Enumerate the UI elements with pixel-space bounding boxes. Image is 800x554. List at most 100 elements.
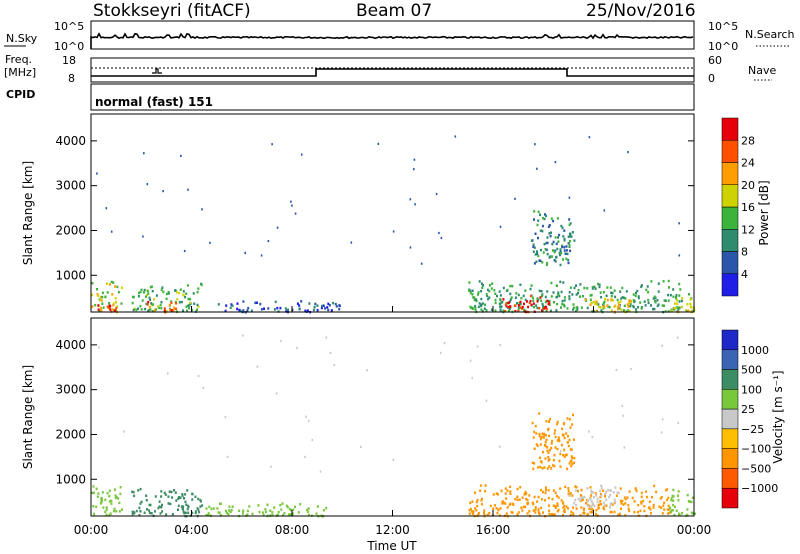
power-cell	[197, 287, 200, 290]
power-cell	[556, 302, 559, 306]
velocity-cell	[666, 498, 669, 502]
power-cell	[548, 299, 551, 303]
power-region	[502, 294, 551, 314]
velocity-cell	[131, 490, 134, 494]
velocity-cell	[652, 506, 655, 509]
velocity-cell	[605, 490, 608, 493]
power-sparse-cell	[260, 254, 263, 257]
velocity-cell	[500, 489, 503, 493]
power-cell	[175, 307, 177, 311]
velocity-cell	[568, 462, 571, 465]
velocity-cell	[567, 444, 570, 448]
velocity-cell	[599, 500, 602, 503]
power-colorbar-swatch	[721, 273, 739, 297]
power-cell	[561, 245, 564, 249]
velocity-cell	[133, 511, 136, 514]
velocity-cell	[307, 510, 310, 513]
velocity-cell	[266, 503, 269, 507]
velocity-cell	[550, 446, 553, 450]
velocity-cell	[668, 511, 671, 514]
velocity-cell	[291, 512, 294, 515]
velocity-cell	[609, 493, 612, 497]
velocity-cell	[645, 495, 648, 499]
velocity-cell	[570, 448, 573, 451]
power-cell	[178, 291, 181, 295]
power-cell	[644, 304, 647, 307]
power-cell	[545, 307, 548, 311]
velocity-sparse-cell	[676, 336, 679, 339]
power-sparse-cell	[678, 254, 681, 257]
velocity-cell	[538, 412, 541, 415]
velocity-cell	[178, 496, 180, 499]
power-cell	[545, 305, 547, 309]
power-cell	[477, 305, 480, 309]
power-cell	[541, 229, 544, 233]
velocity-cell	[191, 498, 194, 501]
power-cell	[566, 307, 569, 310]
velocity-cell	[143, 511, 146, 514]
velocity-sparse-cell	[660, 431, 663, 434]
velocity-cell	[566, 441, 569, 444]
velocity-cell	[543, 432, 546, 436]
velocity-cell	[509, 485, 512, 488]
velocity-cell	[531, 421, 534, 425]
velocity-cell	[561, 433, 564, 436]
power-cell	[541, 294, 544, 297]
power-cell	[161, 286, 164, 289]
power-cell	[619, 290, 622, 293]
power-cell	[545, 263, 548, 267]
velocity-cell	[148, 503, 151, 507]
velocity-cell	[620, 502, 623, 505]
velocity-cell	[229, 510, 232, 513]
power-cell	[557, 236, 559, 239]
power-cell	[549, 255, 552, 258]
velocity-cell	[551, 497, 554, 501]
velocity-cell	[100, 497, 103, 501]
velocity-cell	[640, 491, 643, 495]
velocity-cell	[554, 506, 557, 509]
power-cell	[499, 305, 502, 308]
velocity-cell	[196, 507, 199, 510]
velocity-sparse-cell	[296, 347, 298, 350]
power-cell	[541, 309, 543, 312]
velocity-cell	[557, 436, 560, 439]
power-cell	[242, 309, 245, 312]
velocity-cell	[271, 511, 274, 514]
power-sparse-cell	[183, 249, 186, 253]
power-cell	[568, 232, 571, 235]
power-cell	[97, 304, 100, 307]
velocity-cell	[522, 505, 525, 509]
velocity-cell	[544, 491, 547, 495]
velocity-cell	[667, 504, 670, 508]
power-cell	[593, 300, 596, 304]
nsky-right-tick-top: 10^5	[708, 20, 738, 33]
power-sparse-cell	[294, 212, 297, 215]
power-cell	[147, 300, 150, 304]
velocity-cell	[565, 453, 568, 457]
power-cell	[530, 303, 533, 307]
velocity-cell	[177, 504, 180, 508]
velocity-cell	[547, 427, 550, 431]
velocity-cell	[575, 507, 578, 510]
power-cell	[550, 295, 553, 298]
power-cell	[676, 302, 679, 306]
velocity-cell	[609, 503, 612, 506]
velocity-cell	[666, 508, 669, 511]
velocity-cell	[572, 506, 575, 509]
velocity-cell	[617, 491, 620, 495]
velocity-colorbar-swatch	[721, 448, 739, 469]
power-cell	[625, 290, 628, 293]
power-colorbar-swatch	[721, 229, 739, 252]
nsky-right-tick-bottom: 10^0	[708, 40, 738, 53]
velocity-cell	[486, 513, 489, 517]
power-cell	[169, 308, 171, 312]
velocity-cell	[262, 513, 265, 517]
power-cell	[145, 302, 148, 306]
power-ytick-label: 1000	[55, 268, 86, 282]
power-cell	[106, 305, 109, 308]
power-cell	[279, 306, 282, 310]
velocity-cell	[480, 503, 483, 506]
velocity-cell	[169, 502, 172, 506]
velocity-sparse-cell	[591, 436, 594, 439]
velocity-cell	[174, 491, 177, 494]
